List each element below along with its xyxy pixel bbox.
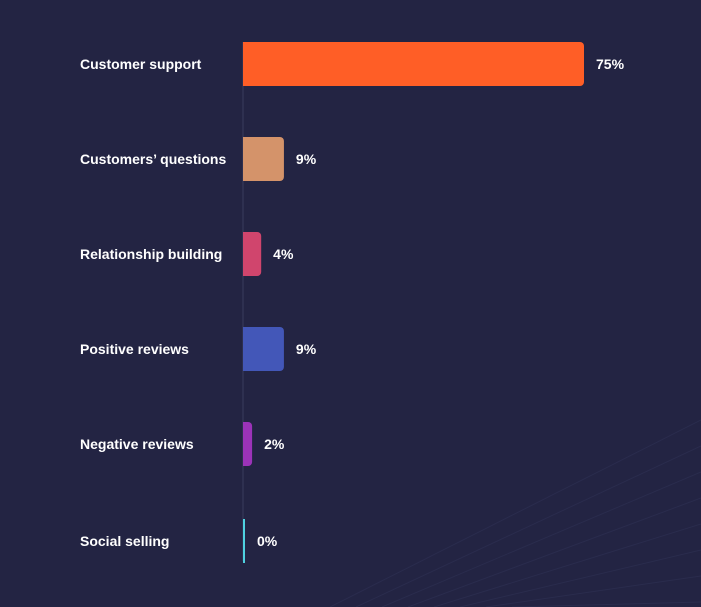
category-label: Relationship building — [80, 246, 222, 262]
value-label: 4% — [273, 246, 294, 262]
bar-left-edge — [243, 327, 247, 371]
value-label: 75% — [596, 56, 625, 72]
value-label: 2% — [264, 436, 285, 452]
category-label: Positive reviews — [80, 341, 189, 357]
bar — [243, 42, 584, 86]
bar-row: Social selling 0% — [80, 519, 278, 563]
bar-row: Negative reviews 2% — [80, 422, 285, 466]
category-label: Social selling — [80, 533, 169, 549]
bar — [243, 137, 284, 181]
bar-left-edge — [243, 422, 247, 466]
bar — [243, 232, 262, 276]
value-label: 9% — [296, 341, 317, 357]
bar-row: Customer support 75% — [80, 42, 625, 86]
bar-left-edge — [243, 137, 247, 181]
category-label: Customers’ questions — [80, 151, 226, 167]
background-decoration — [329, 419, 701, 607]
bar-left-edge — [243, 232, 247, 276]
value-label: 9% — [296, 151, 317, 167]
bar — [243, 327, 284, 371]
value-label: 0% — [257, 533, 278, 549]
bar — [243, 519, 245, 563]
category-label: Customer support — [80, 56, 202, 72]
bar-row: Relationship building 4% — [80, 232, 294, 276]
category-label: Negative reviews — [80, 436, 194, 452]
bar-left-edge — [243, 42, 247, 86]
bar-row: Positive reviews 9% — [80, 327, 317, 371]
bar-row: Customers’ questions 9% — [80, 137, 317, 181]
